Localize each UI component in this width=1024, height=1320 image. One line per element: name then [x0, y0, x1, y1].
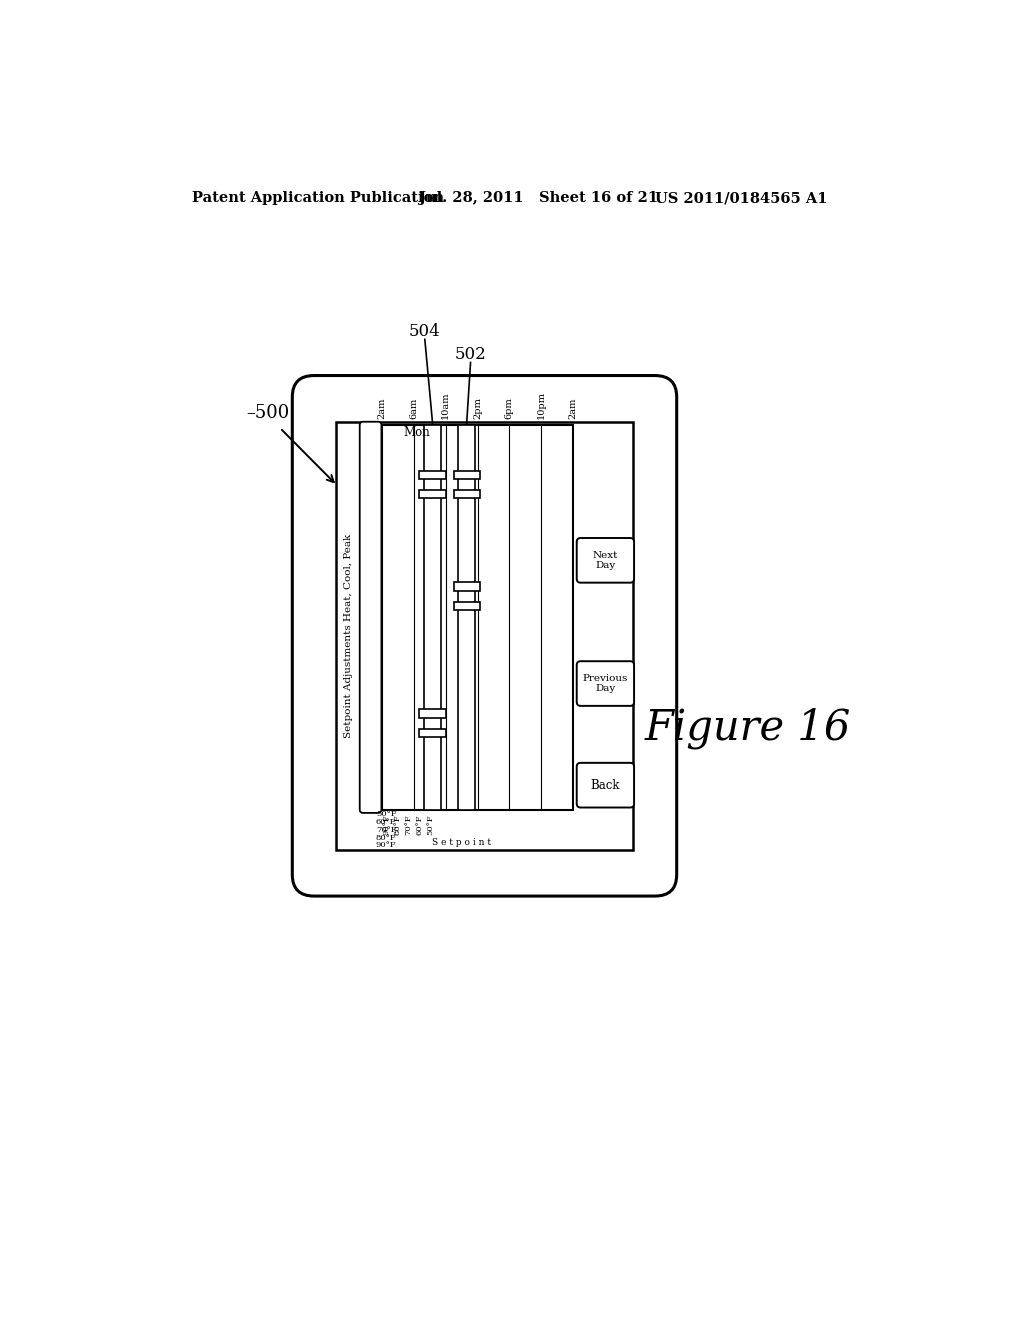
Text: 90°F: 90°F	[376, 841, 396, 849]
Text: 6am: 6am	[410, 397, 419, 418]
Text: 2pm: 2pm	[473, 397, 482, 418]
FancyBboxPatch shape	[359, 422, 381, 813]
Bar	[424, 425, 441, 810]
Text: Jul. 28, 2011   Sheet 16 of 21: Jul. 28, 2011 Sheet 16 of 21	[419, 191, 657, 206]
Text: 80°F: 80°F	[376, 833, 396, 842]
Bar	[454, 490, 480, 499]
Text: –500: –500	[247, 404, 290, 421]
Bar	[420, 471, 445, 479]
Text: 502: 502	[455, 346, 486, 363]
Text: 70°F: 70°F	[404, 814, 413, 836]
Text: 2am: 2am	[378, 397, 387, 418]
Text: 60°F: 60°F	[376, 818, 396, 826]
Bar	[336, 422, 633, 850]
FancyBboxPatch shape	[577, 763, 634, 808]
FancyBboxPatch shape	[577, 661, 634, 706]
Text: US 2011/0184565 A1: US 2011/0184565 A1	[655, 191, 827, 206]
Text: S e t p o i n t: S e t p o i n t	[432, 838, 492, 846]
Bar	[454, 602, 480, 610]
Text: 2am: 2am	[568, 397, 578, 418]
Text: 10pm: 10pm	[537, 391, 546, 418]
Text: Figure 16: Figure 16	[645, 708, 851, 750]
Text: 80°F: 80°F	[393, 814, 401, 836]
Bar	[420, 490, 445, 499]
Bar	[454, 471, 480, 479]
Bar	[458, 425, 475, 810]
Text: 504: 504	[409, 323, 440, 341]
Text: Back: Back	[591, 779, 621, 792]
Text: 90°F: 90°F	[383, 814, 391, 836]
Text: Mon: Mon	[403, 426, 430, 440]
Bar	[454, 582, 480, 591]
Text: 6pm: 6pm	[505, 397, 514, 418]
Text: Previous
Day: Previous Day	[583, 673, 628, 693]
Text: 50°F: 50°F	[426, 814, 434, 836]
Text: Next
Day: Next Day	[593, 550, 618, 570]
Text: 10am: 10am	[441, 391, 451, 418]
Text: Patent Application Publication: Patent Application Publication	[191, 191, 443, 206]
Bar	[382, 425, 572, 810]
Text: 50°F: 50°F	[376, 810, 396, 818]
Bar	[420, 729, 445, 737]
Bar	[420, 709, 445, 718]
FancyBboxPatch shape	[292, 376, 677, 896]
FancyBboxPatch shape	[577, 539, 634, 582]
Text: 60°F: 60°F	[416, 814, 423, 836]
Text: Setpoint Adjustments Heat, Cool, Peak: Setpoint Adjustments Heat, Cool, Peak	[344, 533, 352, 738]
Text: 70°F: 70°F	[376, 826, 396, 834]
